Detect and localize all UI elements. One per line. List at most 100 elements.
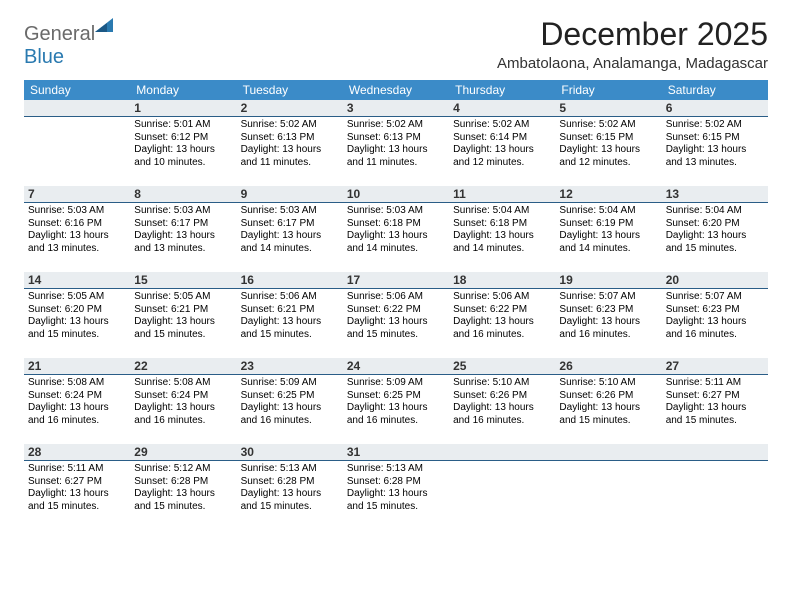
day-body: Sunrise: 5:04 AMSunset: 6:20 PMDaylight:… bbox=[662, 203, 768, 259]
day-cell: 27Sunrise: 5:11 AMSunset: 6:27 PMDayligh… bbox=[662, 358, 768, 444]
week-row: 1Sunrise: 5:01 AMSunset: 6:12 PMDaylight… bbox=[24, 100, 768, 186]
sunrise-text: Sunrise: 5:12 AM bbox=[134, 463, 232, 476]
sunset-text: Sunset: 6:13 PM bbox=[347, 132, 445, 145]
day-cell: 31Sunrise: 5:13 AMSunset: 6:28 PMDayligh… bbox=[343, 444, 449, 530]
day-number: 4 bbox=[449, 100, 555, 117]
weekday-header: Tuesday bbox=[237, 80, 343, 100]
day-cell: 3Sunrise: 5:02 AMSunset: 6:13 PMDaylight… bbox=[343, 100, 449, 186]
day-number: 21 bbox=[24, 358, 130, 375]
day-number: 1 bbox=[130, 100, 236, 117]
header-row: GeneralBlue December 2025 Ambatolaona, A… bbox=[24, 16, 768, 72]
daylight-text: Daylight: 13 hours and 15 minutes. bbox=[134, 488, 232, 513]
daylight-text: Daylight: 13 hours and 16 minutes. bbox=[241, 402, 339, 427]
day-body bbox=[24, 117, 130, 123]
sunrise-text: Sunrise: 5:02 AM bbox=[453, 119, 551, 132]
day-cell: 2Sunrise: 5:02 AMSunset: 6:13 PMDaylight… bbox=[237, 100, 343, 186]
sunrise-text: Sunrise: 5:02 AM bbox=[666, 119, 764, 132]
sunrise-text: Sunrise: 5:11 AM bbox=[666, 377, 764, 390]
sunrise-text: Sunrise: 5:10 AM bbox=[453, 377, 551, 390]
sunset-text: Sunset: 6:28 PM bbox=[241, 476, 339, 489]
daylight-text: Daylight: 13 hours and 16 minutes. bbox=[28, 402, 126, 427]
day-body: Sunrise: 5:06 AMSunset: 6:22 PMDaylight:… bbox=[343, 289, 449, 345]
sunset-text: Sunset: 6:17 PM bbox=[134, 218, 232, 231]
sunrise-text: Sunrise: 5:02 AM bbox=[559, 119, 657, 132]
day-number: 19 bbox=[555, 272, 661, 289]
day-number bbox=[24, 100, 130, 117]
day-cell: 25Sunrise: 5:10 AMSunset: 6:26 PMDayligh… bbox=[449, 358, 555, 444]
daylight-text: Daylight: 13 hours and 15 minutes. bbox=[241, 488, 339, 513]
weekday-header: Sunday bbox=[24, 80, 130, 100]
day-body bbox=[555, 461, 661, 467]
day-cell: 4Sunrise: 5:02 AMSunset: 6:14 PMDaylight… bbox=[449, 100, 555, 186]
sunset-text: Sunset: 6:23 PM bbox=[666, 304, 764, 317]
day-body: Sunrise: 5:01 AMSunset: 6:12 PMDaylight:… bbox=[130, 117, 236, 173]
day-number: 9 bbox=[237, 186, 343, 203]
day-body: Sunrise: 5:10 AMSunset: 6:26 PMDaylight:… bbox=[449, 375, 555, 431]
sunset-text: Sunset: 6:14 PM bbox=[453, 132, 551, 145]
sunset-text: Sunset: 6:27 PM bbox=[666, 390, 764, 403]
day-body: Sunrise: 5:12 AMSunset: 6:28 PMDaylight:… bbox=[130, 461, 236, 517]
sunset-text: Sunset: 6:21 PM bbox=[134, 304, 232, 317]
sunset-text: Sunset: 6:18 PM bbox=[347, 218, 445, 231]
sunrise-text: Sunrise: 5:01 AM bbox=[134, 119, 232, 132]
sunrise-text: Sunrise: 5:02 AM bbox=[241, 119, 339, 132]
calendar-table: Sunday Monday Tuesday Wednesday Thursday… bbox=[24, 80, 768, 530]
day-number bbox=[449, 444, 555, 461]
day-cell: 28Sunrise: 5:11 AMSunset: 6:27 PMDayligh… bbox=[24, 444, 130, 530]
sunrise-text: Sunrise: 5:08 AM bbox=[28, 377, 126, 390]
day-cell: 13Sunrise: 5:04 AMSunset: 6:20 PMDayligh… bbox=[662, 186, 768, 272]
daylight-text: Daylight: 13 hours and 13 minutes. bbox=[666, 144, 764, 169]
daylight-text: Daylight: 13 hours and 11 minutes. bbox=[241, 144, 339, 169]
day-number: 15 bbox=[130, 272, 236, 289]
daylight-text: Daylight: 13 hours and 15 minutes. bbox=[347, 488, 445, 513]
location-text: Ambatolaona, Analamanga, Madagascar bbox=[497, 55, 768, 72]
daylight-text: Daylight: 13 hours and 15 minutes. bbox=[666, 230, 764, 255]
sunset-text: Sunset: 6:17 PM bbox=[241, 218, 339, 231]
day-number: 2 bbox=[237, 100, 343, 117]
week-row: 21Sunrise: 5:08 AMSunset: 6:24 PMDayligh… bbox=[24, 358, 768, 444]
daylight-text: Daylight: 13 hours and 13 minutes. bbox=[28, 230, 126, 255]
calendar-page: GeneralBlue December 2025 Ambatolaona, A… bbox=[0, 0, 792, 554]
title-block: December 2025 Ambatolaona, Analamanga, M… bbox=[497, 16, 768, 72]
day-cell: 5Sunrise: 5:02 AMSunset: 6:15 PMDaylight… bbox=[555, 100, 661, 186]
sunset-text: Sunset: 6:15 PM bbox=[666, 132, 764, 145]
day-number: 10 bbox=[343, 186, 449, 203]
day-cell: 17Sunrise: 5:06 AMSunset: 6:22 PMDayligh… bbox=[343, 272, 449, 358]
weekday-header: Monday bbox=[130, 80, 236, 100]
sunrise-text: Sunrise: 5:09 AM bbox=[241, 377, 339, 390]
day-number: 5 bbox=[555, 100, 661, 117]
daylight-text: Daylight: 13 hours and 14 minutes. bbox=[559, 230, 657, 255]
sunrise-text: Sunrise: 5:06 AM bbox=[453, 291, 551, 304]
day-body: Sunrise: 5:05 AMSunset: 6:20 PMDaylight:… bbox=[24, 289, 130, 345]
day-body: Sunrise: 5:07 AMSunset: 6:23 PMDaylight:… bbox=[662, 289, 768, 345]
day-cell: 30Sunrise: 5:13 AMSunset: 6:28 PMDayligh… bbox=[237, 444, 343, 530]
day-number: 27 bbox=[662, 358, 768, 375]
day-body: Sunrise: 5:03 AMSunset: 6:17 PMDaylight:… bbox=[237, 203, 343, 259]
sunrise-text: Sunrise: 5:07 AM bbox=[559, 291, 657, 304]
day-cell: 10Sunrise: 5:03 AMSunset: 6:18 PMDayligh… bbox=[343, 186, 449, 272]
day-cell: 18Sunrise: 5:06 AMSunset: 6:22 PMDayligh… bbox=[449, 272, 555, 358]
day-number: 23 bbox=[237, 358, 343, 375]
day-body: Sunrise: 5:02 AMSunset: 6:15 PMDaylight:… bbox=[555, 117, 661, 173]
day-number: 18 bbox=[449, 272, 555, 289]
sunset-text: Sunset: 6:24 PM bbox=[134, 390, 232, 403]
sunrise-text: Sunrise: 5:04 AM bbox=[666, 205, 764, 218]
sunrise-text: Sunrise: 5:02 AM bbox=[347, 119, 445, 132]
sunrise-text: Sunrise: 5:06 AM bbox=[347, 291, 445, 304]
daylight-text: Daylight: 13 hours and 16 minutes. bbox=[453, 402, 551, 427]
month-title: December 2025 bbox=[497, 16, 768, 53]
sunrise-text: Sunrise: 5:13 AM bbox=[347, 463, 445, 476]
week-row: 28Sunrise: 5:11 AMSunset: 6:27 PMDayligh… bbox=[24, 444, 768, 530]
day-body: Sunrise: 5:02 AMSunset: 6:13 PMDaylight:… bbox=[343, 117, 449, 173]
day-body: Sunrise: 5:08 AMSunset: 6:24 PMDaylight:… bbox=[24, 375, 130, 431]
day-number: 16 bbox=[237, 272, 343, 289]
day-number: 8 bbox=[130, 186, 236, 203]
day-body bbox=[449, 461, 555, 467]
daylight-text: Daylight: 13 hours and 16 minutes. bbox=[347, 402, 445, 427]
day-body: Sunrise: 5:10 AMSunset: 6:26 PMDaylight:… bbox=[555, 375, 661, 431]
sunset-text: Sunset: 6:12 PM bbox=[134, 132, 232, 145]
sunrise-text: Sunrise: 5:05 AM bbox=[134, 291, 232, 304]
logo-sail-icon bbox=[95, 17, 117, 39]
day-number: 7 bbox=[24, 186, 130, 203]
day-body: Sunrise: 5:03 AMSunset: 6:17 PMDaylight:… bbox=[130, 203, 236, 259]
